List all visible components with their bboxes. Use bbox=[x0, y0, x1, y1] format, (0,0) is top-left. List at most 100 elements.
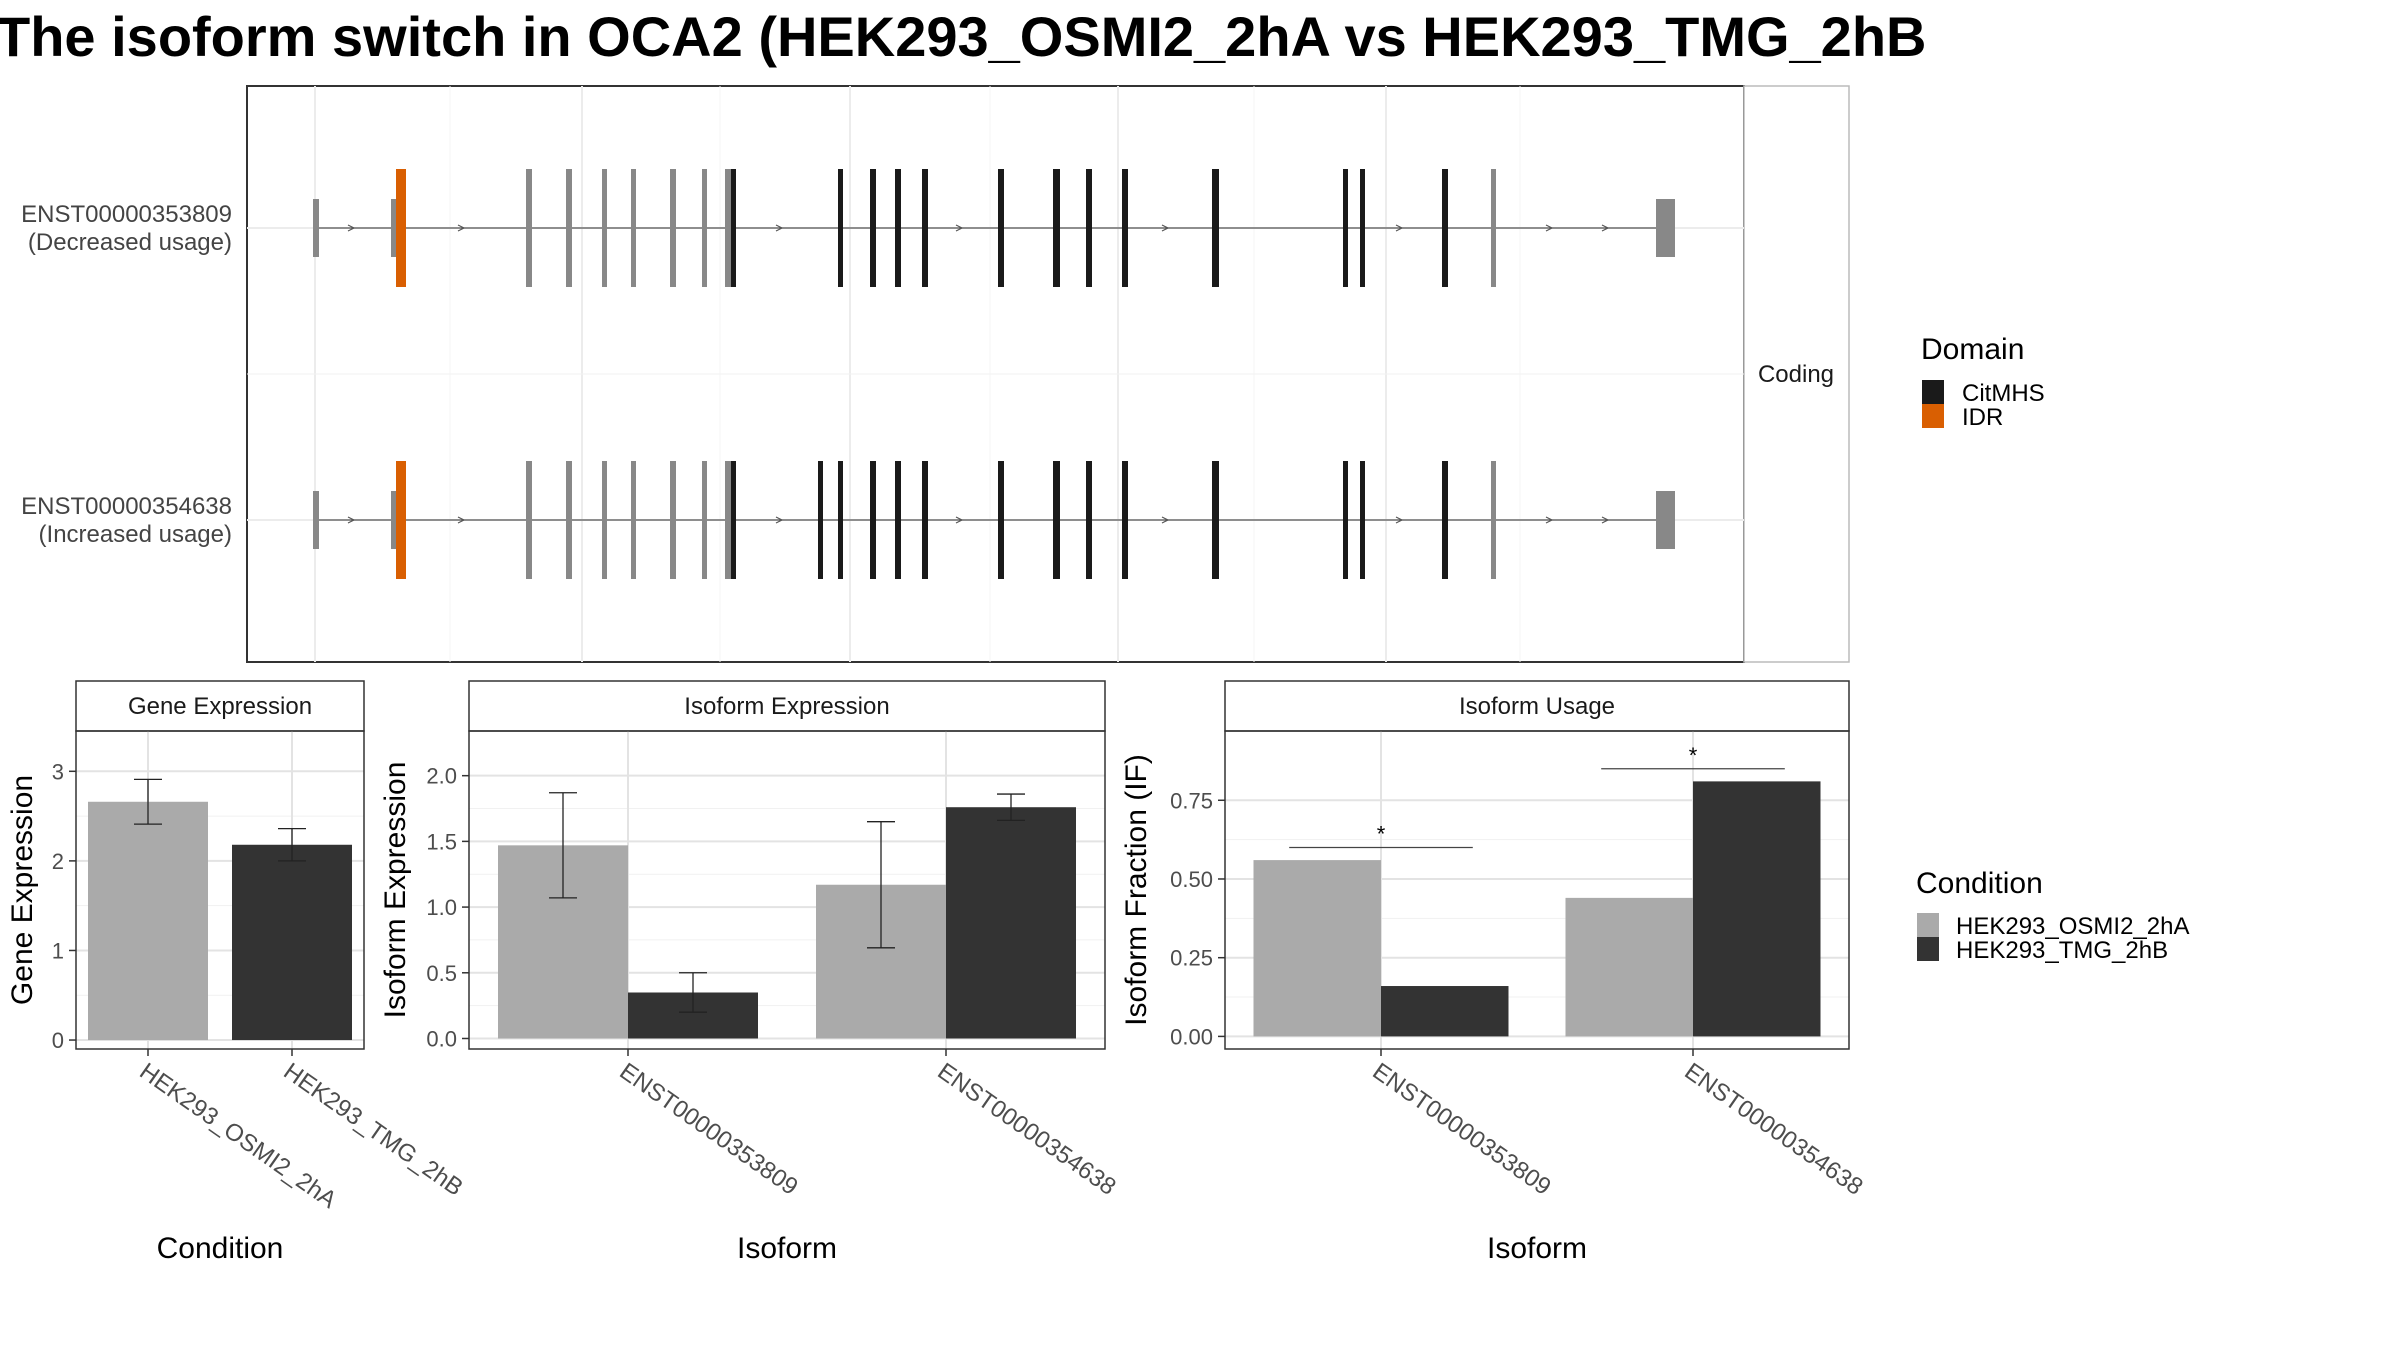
exon-idr bbox=[396, 461, 406, 579]
exon-citmhs-domain bbox=[895, 169, 901, 287]
exon-citmhs-domain bbox=[1212, 461, 1219, 579]
bar bbox=[88, 801, 208, 1041]
exon bbox=[725, 461, 733, 579]
condition-legend: Condition HEK293_OSMI2_2hA HEK293_TMG_2h… bbox=[1916, 867, 2189, 964]
panel-title: Isoform Expression bbox=[684, 693, 889, 720]
domain-legend-label-citmhs: CitMHS bbox=[1962, 380, 2045, 407]
exon-citmhs-domain bbox=[1086, 461, 1092, 579]
transcript-row bbox=[313, 169, 1675, 287]
x-tick-label: ENST00000353809 bbox=[615, 1058, 803, 1201]
plot-frame bbox=[1224, 730, 1850, 1050]
exon-citmhs-domain bbox=[1360, 461, 1365, 579]
exon-citmhs-domain bbox=[1053, 461, 1060, 579]
exon-citmhs-domain bbox=[731, 461, 736, 579]
strand-arrow bbox=[955, 224, 964, 232]
exon bbox=[1491, 169, 1496, 287]
structure-panel: Coding ENST00000353809 (Decreased usage)… bbox=[21, 85, 1850, 663]
exon bbox=[313, 491, 319, 549]
exon-citmhs-domain bbox=[1442, 461, 1448, 579]
domain-legend-title: Domain bbox=[1921, 333, 2024, 366]
strand-arrow bbox=[1161, 516, 1170, 524]
domain-legend-swatch-citmhs bbox=[1922, 380, 1944, 404]
exon-citmhs-domain bbox=[1212, 169, 1219, 287]
exon-citmhs-domain bbox=[998, 169, 1004, 287]
x-tick-label: ENST00000354638 bbox=[933, 1058, 1121, 1201]
exon-citmhs-domain bbox=[870, 461, 876, 579]
y-tick-label: 3 bbox=[52, 759, 64, 784]
y-axis-label: Isoform Expression bbox=[379, 762, 412, 1019]
condition-legend-label-a: HEK293_OSMI2_2hA bbox=[1956, 913, 2189, 940]
exon-citmhs-domain bbox=[895, 461, 901, 579]
isoform-expression-panel: Isoform Expression 0.0 0.5 1.0 1.5 2.0 ENST0… bbox=[379, 680, 1121, 1265]
figure-title: The isoform switch in OCA2 (HEK293_OSMI2… bbox=[0, 5, 1926, 68]
exon bbox=[526, 169, 532, 287]
exon bbox=[1661, 199, 1675, 257]
transcript-usage-label: (Increased usage) bbox=[39, 521, 232, 548]
exon-citmhs-domain bbox=[838, 169, 843, 287]
exon bbox=[391, 199, 397, 257]
significance-star: * bbox=[1689, 743, 1698, 768]
strand-arrow bbox=[1601, 516, 1610, 524]
condition-legend-title: Condition bbox=[1916, 867, 2043, 900]
exon bbox=[391, 491, 397, 549]
x-axis-label: Condition bbox=[157, 1232, 284, 1265]
strand-arrow bbox=[1601, 224, 1610, 232]
x-axis-label: Isoform bbox=[1487, 1232, 1587, 1265]
exon-citmhs-domain bbox=[870, 169, 876, 287]
exon bbox=[1491, 461, 1496, 579]
structure-facet-strip bbox=[1743, 85, 1850, 663]
exon bbox=[602, 169, 607, 287]
condition-legend-swatch-a bbox=[1917, 913, 1939, 937]
y-tick-label: 0.25 bbox=[1170, 946, 1213, 971]
exon-citmhs-domain bbox=[922, 169, 928, 287]
exon-citmhs-domain bbox=[838, 461, 843, 579]
plot-frame bbox=[468, 730, 1106, 1050]
exon-citmhs-domain bbox=[998, 461, 1004, 579]
strand-arrow bbox=[1395, 224, 1404, 232]
y-axis-label: Gene Expression bbox=[6, 775, 39, 1005]
plot-frame bbox=[75, 730, 365, 1050]
panel-strip bbox=[468, 680, 1106, 732]
exon-citmhs-domain bbox=[731, 169, 736, 287]
strand-arrow bbox=[1395, 516, 1404, 524]
exon bbox=[1656, 491, 1661, 549]
transcript-usage-label: (Decreased usage) bbox=[28, 229, 232, 256]
isoform-usage-panel: Isoform Usage * * 0.00 0.25 0.50 0.75 ENST00… bbox=[1120, 680, 1868, 1265]
y-tick-label: 1.0 bbox=[426, 895, 457, 920]
exon-citmhs-domain bbox=[1053, 169, 1060, 287]
transcript-id-label: ENST00000354638 bbox=[21, 493, 232, 520]
strand-arrow bbox=[1545, 516, 1554, 524]
significance-star: * bbox=[1377, 821, 1386, 846]
y-tick-label: 0 bbox=[52, 1028, 64, 1053]
exon bbox=[1661, 491, 1675, 549]
bar bbox=[946, 807, 1076, 1039]
domain-legend-label-idr: IDR bbox=[1962, 404, 2003, 431]
condition-legend-label-b: HEK293_TMG_2hB bbox=[1956, 937, 2168, 964]
exon bbox=[670, 169, 676, 287]
x-tick-label: ENST00000354638 bbox=[1680, 1058, 1868, 1201]
y-axis-label: Isoform Fraction (IF) bbox=[1120, 754, 1153, 1026]
y-tick-label: 2.0 bbox=[426, 764, 457, 789]
exon bbox=[725, 169, 733, 287]
panel-title: Isoform Usage bbox=[1459, 693, 1615, 720]
transcript-id-label: ENST00000353809 bbox=[21, 201, 232, 228]
exon-citmhs-domain bbox=[1086, 169, 1092, 287]
domain-legend: Domain CitMHS IDR bbox=[1921, 333, 2045, 431]
exon-citmhs-domain bbox=[1343, 169, 1348, 287]
exon bbox=[566, 461, 572, 579]
y-tick-label: 1.5 bbox=[426, 829, 457, 854]
exon bbox=[702, 169, 707, 287]
bar bbox=[1565, 897, 1693, 1037]
exon-idr bbox=[396, 169, 406, 287]
exon-citmhs-domain bbox=[922, 461, 928, 579]
strand-arrow bbox=[347, 224, 356, 232]
strand-arrow bbox=[955, 516, 964, 524]
bar bbox=[1253, 860, 1381, 1037]
exon-citmhs-domain bbox=[1442, 169, 1448, 287]
exon-citmhs-domain bbox=[1343, 461, 1348, 579]
exon-citmhs-domain bbox=[1360, 169, 1365, 287]
y-tick-label: 0.0 bbox=[426, 1026, 457, 1051]
strand-arrow bbox=[1545, 224, 1554, 232]
bar bbox=[1381, 986, 1509, 1037]
